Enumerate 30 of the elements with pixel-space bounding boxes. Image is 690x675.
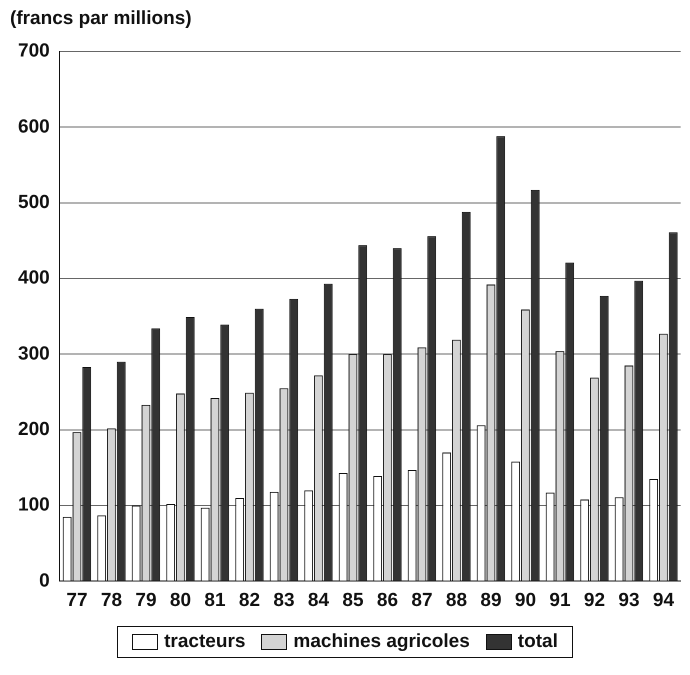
x-tick-label: 87	[411, 590, 433, 611]
legend-label: total	[518, 631, 558, 653]
x-tick-label: 82	[238, 590, 260, 611]
x-tick-label: 94	[652, 590, 674, 611]
x-tick-label: 81	[204, 590, 226, 611]
x-tick-label: 91	[549, 590, 571, 611]
y-tick-label: 500	[18, 192, 50, 214]
y-tick-label: 700	[18, 40, 50, 62]
y-tick-label: 300	[18, 343, 50, 364]
x-tick-label: 93	[618, 590, 640, 611]
y-axis-title: (francs par millions)	[9, 8, 193, 30]
y-tick-label: 100	[18, 494, 50, 516]
legend-label: machines agricoles	[293, 631, 470, 653]
x-tick-label: 85	[342, 590, 364, 611]
x-tick-label: 80	[170, 590, 192, 611]
y-tick-label: 200	[18, 419, 50, 440]
y-tick-label: 400	[18, 268, 50, 289]
x-tick-label: 92	[584, 590, 606, 611]
x-tick-label: 77	[66, 590, 88, 611]
y-tick-label: 0	[39, 570, 50, 592]
y-tick-label: 600	[18, 116, 50, 138]
x-tick-label: 88	[446, 590, 468, 611]
x-tick-label: 90	[514, 590, 536, 611]
text: tracteurs	[164, 631, 246, 653]
x-tick-label: 78	[100, 590, 122, 611]
x-tick-label: 86	[376, 590, 398, 611]
x-tick-label: 84	[308, 590, 330, 611]
x-tick-label: 89	[480, 590, 502, 611]
x-tick-label: 83	[273, 590, 295, 611]
x-tick-label: 79	[135, 590, 157, 611]
